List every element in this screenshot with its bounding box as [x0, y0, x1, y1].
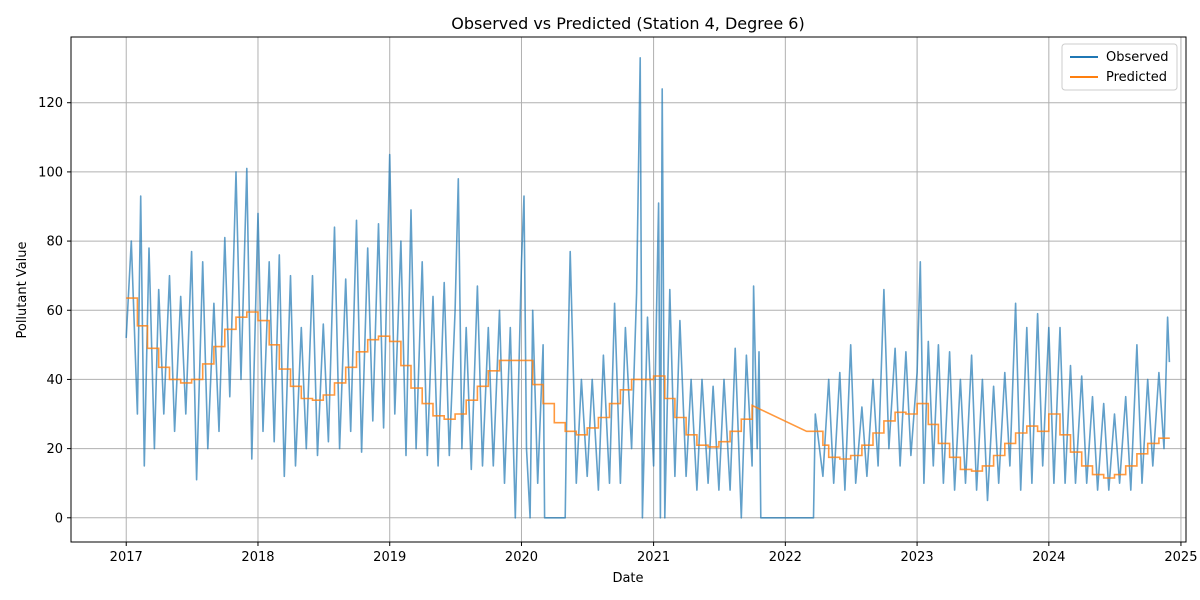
y-axis-ticks: 0 20 40 60 80 100 120 — [38, 96, 71, 526]
x-tick-label: 2019 — [373, 550, 406, 565]
y-tick-label: 20 — [46, 442, 63, 457]
observed-line — [125, 57, 1171, 519]
x-tick-label: 2021 — [637, 550, 670, 565]
y-tick-label: 100 — [38, 165, 63, 180]
y-tick-label: 80 — [46, 235, 63, 250]
legend: Observed Predicted — [1061, 43, 1178, 91]
y-axis-label: Pollutant Value — [15, 241, 30, 338]
x-tick-label: 2024 — [1032, 550, 1065, 565]
predicted-line — [126, 297, 1170, 479]
plot-frame — [70, 36, 1187, 543]
observed-series — [125, 57, 1171, 519]
predicted-series — [126, 297, 1170, 479]
y-tick-label: 40 — [46, 373, 63, 388]
x-axis-ticks: 2017 2018 2019 2020 2021 2022 2023 2024 2025 — [110, 542, 1197, 565]
x-axis-label: Date — [612, 571, 643, 586]
y-tick-label: 60 — [46, 304, 63, 319]
x-tick-label: 2017 — [110, 550, 143, 565]
legend-predicted-label: Predicted — [1106, 70, 1167, 85]
x-tick-label: 2025 — [1164, 550, 1197, 565]
legend-observed-label: Observed — [1106, 50, 1169, 65]
x-tick-label: 2020 — [505, 550, 538, 565]
x-tick-label: 2022 — [769, 550, 802, 565]
legend-box — [1061, 43, 1178, 91]
chart-title: Observed vs Predicted (Station 4, Degree… — [451, 14, 804, 33]
x-tick-label: 2018 — [241, 550, 274, 565]
x-tick-label: 2023 — [901, 550, 934, 565]
y-tick-label: 120 — [38, 96, 63, 111]
y-tick-label: 0 — [55, 511, 63, 526]
